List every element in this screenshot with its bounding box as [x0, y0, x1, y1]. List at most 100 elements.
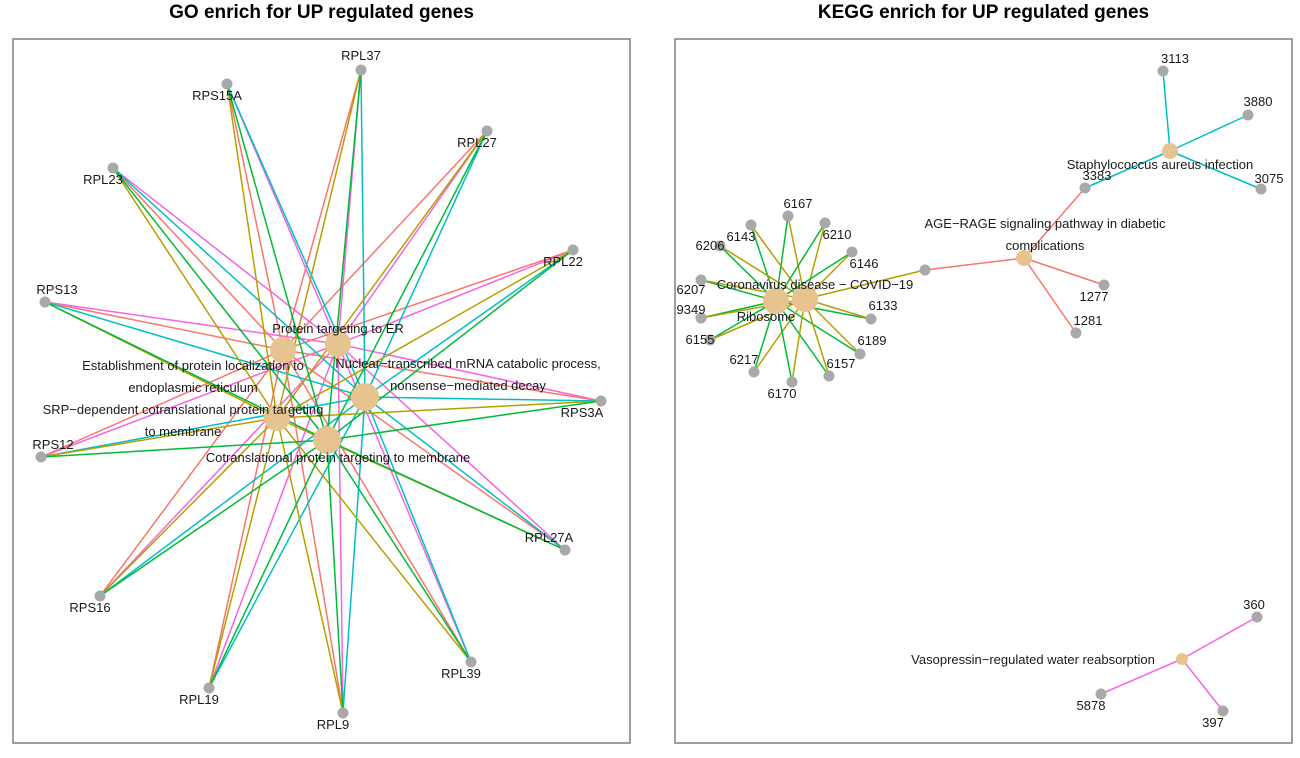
gene-label-3075: 3075 — [1255, 171, 1284, 186]
edge-t-loc-rpl27 — [282, 130, 488, 351]
gene-node-6189 — [854, 348, 866, 360]
gene-label-6157: 6157 — [827, 356, 856, 371]
gene-node-6206 — [714, 240, 726, 252]
edge-t-er-rps13 — [44, 301, 339, 345]
gene-label-1281: 1281 — [1074, 313, 1103, 328]
kegg-panel-frame — [674, 38, 1293, 744]
gene-node-rps3a — [595, 395, 607, 407]
edge-t-srp-rpl19 — [208, 417, 278, 689]
edge-t-srp-rpl27 — [276, 130, 488, 419]
term-label-t-er: Protein targeting to ER — [272, 321, 404, 336]
edge-k-age-c-link — [924, 257, 1025, 271]
edge-t-cot-rps15a — [226, 83, 328, 441]
gene-label-6206: 6206 — [696, 238, 725, 253]
edge-k-age-3383 — [1023, 187, 1086, 259]
gene-node-397 — [1217, 705, 1229, 717]
term-node-k-age — [1016, 250, 1032, 266]
term-label-t-cot: Cotranslational protein targeting to mem… — [206, 450, 470, 465]
edge-t-nmd-rpl27 — [364, 130, 488, 398]
gene-label-rpl27a: RPL27A — [525, 530, 574, 545]
gene-label-rps16: RPS16 — [69, 600, 110, 615]
edge-t-loc-rps13 — [44, 301, 284, 351]
edge-k-age-1281 — [1023, 257, 1077, 334]
term-node-k-vas — [1176, 653, 1188, 665]
edge-k-cov-6167 — [787, 215, 806, 300]
gene-label-rpl39: RPL39 — [441, 666, 481, 681]
gene-label-6133: 6133 — [869, 298, 898, 313]
gene-label-6167: 6167 — [784, 196, 813, 211]
edge-t-loc-rpl37 — [282, 69, 362, 351]
gene-label-6155: 6155 — [686, 332, 715, 347]
gene-node-rps13 — [39, 296, 51, 308]
edge-t-loc-rps16 — [99, 349, 284, 597]
edge-t-nmd-rpl22 — [364, 249, 574, 398]
edge-t-srp-rps3a — [276, 400, 602, 419]
edge-t-loc-rpl27a — [282, 349, 566, 551]
gene-label-rpl22: RPL22 — [543, 254, 583, 269]
edge-k-sta-3113 — [1162, 70, 1171, 152]
edge-k-vas-397 — [1181, 658, 1224, 712]
gene-label-6143: 6143 — [727, 229, 756, 244]
edge-k-rib-6146 — [775, 251, 853, 302]
edge-t-loc-rpl39 — [282, 349, 472, 663]
term-label-k-vas: Vasopressin−regulated water reabsorption — [911, 652, 1155, 667]
term-node-t-nmd — [351, 383, 379, 411]
edge-t-nmd-rps13 — [44, 301, 366, 398]
edge-t-srp-rpl22 — [276, 249, 574, 419]
gene-node-6146 — [846, 246, 858, 258]
gene-label-397: 397 — [1202, 715, 1224, 730]
term-label-k-cov: Coronavirus disease − COVID−19 — [717, 277, 914, 292]
edge-t-cot-rps16 — [99, 439, 328, 597]
edge-k-rib-6210 — [775, 222, 826, 302]
go-panel-title: GO enrich for UP regulated genes — [169, 2, 474, 23]
edge-k-vas-360 — [1181, 616, 1258, 660]
edge-t-cot-rpl9 — [326, 439, 344, 714]
edge-t-nmd-rps3a — [364, 396, 602, 402]
gene-label-6207: 6207 — [677, 282, 706, 297]
label-layer: RPL37 RPS15A RPL27 RPL23 RPL22 RPS13 RPS3A RPS1… — [32, 48, 1283, 732]
edge-t-nmd-rpl23 — [112, 167, 366, 398]
gene-node-9349 — [695, 312, 707, 324]
gene-node-6170 — [786, 376, 798, 388]
edge-k-cov-6155 — [709, 298, 806, 341]
term-label-k-sta: Staphylococcus aureus infection — [1067, 157, 1253, 172]
edge-k-rib-6189 — [775, 300, 861, 355]
edge-t-er-rpl23 — [112, 167, 339, 345]
term-label-t-nmd: Nuclear−transcribed mRNA catabolic proce… — [335, 356, 601, 393]
go-panel-frame — [12, 38, 631, 744]
gene-node-6207 — [695, 274, 707, 286]
gene-node-1277 — [1098, 279, 1110, 291]
edge-t-srp-rpl23 — [112, 167, 278, 419]
gene-node-connector — [919, 264, 931, 276]
gene-node-5878 — [1095, 688, 1107, 700]
edge-k-cov-6217 — [753, 298, 806, 373]
gene-node-rpl9 — [337, 707, 349, 719]
term-node-t-cot — [313, 426, 341, 454]
gene-node-6217 — [748, 366, 760, 378]
gene-node-rpl39 — [465, 656, 477, 668]
gene-node-6155 — [704, 334, 716, 346]
gene-label-rpl19: RPL19 — [179, 692, 219, 707]
gene-label-3383: 3383 — [1083, 168, 1112, 183]
edge-k-rib-6170 — [775, 300, 793, 383]
edge-t-er-rps16 — [99, 343, 339, 597]
term-node-t-srp — [264, 405, 290, 431]
edge-k-cov-c-link — [804, 269, 926, 300]
gene-label-rpl23: RPL23 — [83, 172, 123, 187]
gene-node-rpl27 — [481, 125, 493, 137]
edge-t-er-rpl27a — [337, 343, 566, 551]
term-label-t-loc: Establishment of protein localization to… — [82, 358, 304, 395]
edge-t-er-rpl9 — [337, 343, 344, 714]
edge-t-er-rps12 — [40, 343, 339, 458]
edge-k-cov-6157 — [804, 298, 830, 377]
gene-label-6217: 6217 — [730, 352, 759, 367]
gene-node-rps15a — [221, 78, 233, 90]
edge-layer — [40, 69, 1262, 714]
gene-node-rps16 — [94, 590, 106, 602]
edge-k-sta-3880 — [1169, 114, 1249, 152]
gene-node-1281 — [1070, 327, 1082, 339]
gene-label-5878: 5878 — [1077, 698, 1106, 713]
gene-label-rpl37: RPL37 — [341, 48, 381, 63]
edge-t-nmd-rpl9 — [342, 396, 366, 714]
gene-node-3113 — [1157, 65, 1169, 77]
